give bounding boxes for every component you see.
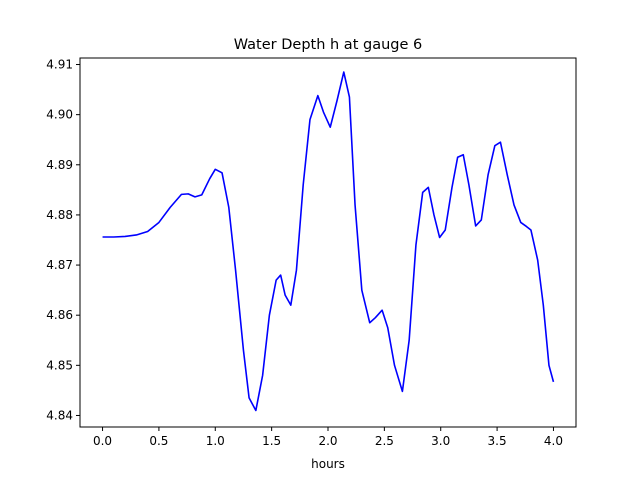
chart-title: Water Depth h at gauge 6 [234, 37, 422, 53]
series-line-0 [102, 71, 555, 412]
x-tick-label: 1.5 [262, 434, 281, 448]
y-tick-label: 4.91 [46, 58, 73, 72]
plot-area: 0.0 0.5 1.0 1.5 2.0 2.5 3.0 3.5 4.0 4.84 4.85 4.86 4… [46, 57, 577, 448]
y-tick-label: 4.85 [46, 358, 73, 372]
x-tick-label: 2.0 [318, 434, 337, 448]
x-tick-label: 0.0 [93, 434, 112, 448]
x-tick-label: 2.5 [375, 434, 394, 448]
y-tick-label: 4.89 [46, 158, 73, 172]
y-tick-label: 4.90 [46, 108, 73, 122]
y-tick-label: 4.86 [46, 308, 73, 322]
x-tick-label: 1.0 [206, 434, 225, 448]
x-axis-label: hours [311, 457, 345, 471]
x-tick-label: 3.0 [431, 434, 450, 448]
x-tick-label: 3.5 [488, 434, 507, 448]
y-tick-label: 4.88 [46, 208, 73, 222]
x-tick-label: 4.0 [544, 434, 563, 448]
x-tick-label: 0.5 [149, 434, 168, 448]
y-tick-label: 4.84 [46, 408, 73, 422]
y-tick-label: 4.87 [46, 258, 73, 272]
